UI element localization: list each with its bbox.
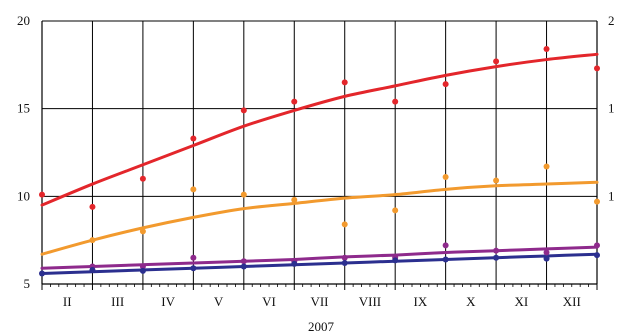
series-1-point <box>139 228 146 235</box>
series-0-point <box>89 203 96 210</box>
series-3-point <box>139 267 146 274</box>
series-3-point <box>190 265 197 272</box>
series-1-point <box>291 196 298 203</box>
series-1-point <box>493 177 500 184</box>
x-axis-title: 2007 <box>308 319 335 333</box>
series-3-point <box>543 255 550 262</box>
data-points <box>39 46 600 277</box>
month-label-VII: VII <box>310 294 328 309</box>
series-1-fit-line <box>40 180 599 256</box>
series-0-point <box>594 65 600 72</box>
grid <box>41 20 598 285</box>
series-3-point <box>442 256 449 263</box>
series-3-point <box>89 266 96 273</box>
series-1-point <box>442 174 449 181</box>
series-0-point <box>240 107 247 114</box>
series-0-point <box>190 135 197 142</box>
month-label-V: V <box>214 294 224 309</box>
series-0-point <box>291 98 298 105</box>
series-1-point <box>240 191 247 198</box>
month-label-III: III <box>111 294 124 309</box>
fit-lines <box>40 52 599 275</box>
series-3-point <box>291 260 298 267</box>
series-3-point <box>392 257 399 264</box>
series-2-point <box>139 263 146 270</box>
series-0-point <box>493 58 500 65</box>
month-label-II: II <box>63 294 72 309</box>
y-tick-label-right-1: 1 <box>608 101 615 116</box>
series-1-point <box>543 163 550 170</box>
series-0-point <box>442 81 449 88</box>
month-label-VIII: VIII <box>359 294 381 309</box>
series-3-point <box>493 254 500 261</box>
series-0-point <box>39 191 45 198</box>
series-1-point <box>341 221 348 228</box>
series-3-fit-line <box>40 252 599 275</box>
y-tick-label-1: 10 <box>17 188 30 203</box>
y-tick-label-3: 20 <box>17 13 30 28</box>
y-tick-label-2: 15 <box>17 101 30 116</box>
series-2-point <box>594 242 600 249</box>
axes <box>41 21 598 290</box>
series-3-point <box>240 263 247 270</box>
series-0-point <box>341 79 348 86</box>
series-0-point <box>139 175 146 182</box>
y-tick-label-right-0: 1 <box>608 188 615 203</box>
series-3-point <box>594 252 600 259</box>
y-tick-label-0: 5 <box>24 276 31 291</box>
month-label-XII: XII <box>563 294 581 309</box>
series-1-point <box>392 207 399 214</box>
series-0-point <box>392 98 399 105</box>
series-2-fit-line <box>40 245 599 270</box>
series-1-point <box>594 198 600 205</box>
series-1-point <box>190 186 197 193</box>
month-label-IX: IX <box>414 294 428 309</box>
series-2-point <box>190 254 197 261</box>
series-2-point <box>442 242 449 249</box>
y-tick-label-right-2: 2 <box>608 13 615 28</box>
series-3-point <box>341 259 348 266</box>
series-0-point <box>543 46 550 53</box>
series-2-point <box>240 258 247 265</box>
series-0-fit-line <box>40 52 599 207</box>
series-2-point <box>543 249 550 256</box>
series-2-point <box>341 254 348 261</box>
series-3-point <box>39 270 45 277</box>
month-label-IV: IV <box>161 294 175 309</box>
series-2-point <box>493 247 500 254</box>
month-label-VI: VI <box>262 294 276 309</box>
month-label-XI: XI <box>514 294 528 309</box>
month-label-X: X <box>466 294 476 309</box>
series-1-point <box>89 237 96 244</box>
